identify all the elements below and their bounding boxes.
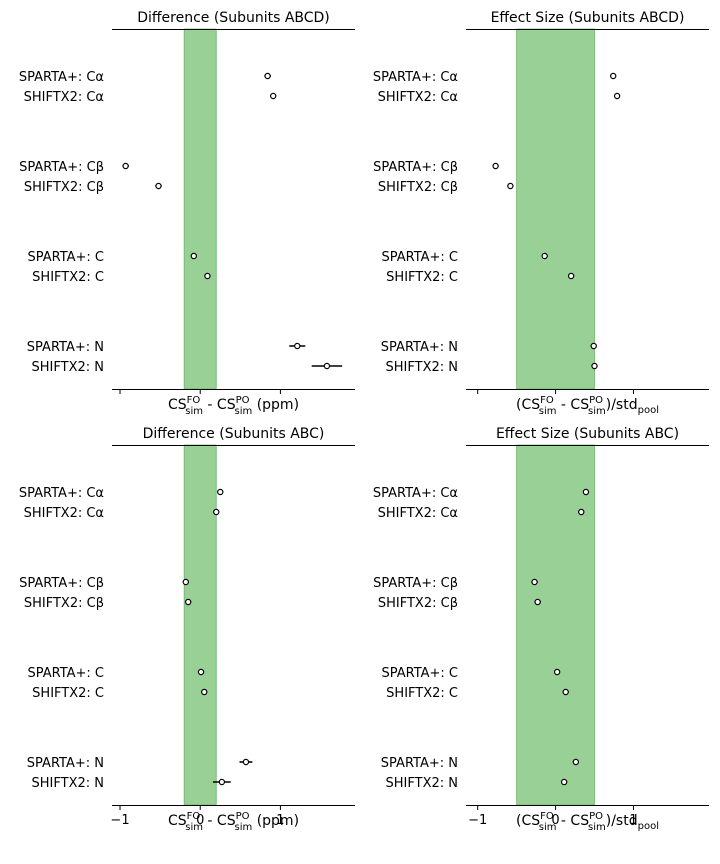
category-label: SHIFTX2: N (32, 360, 104, 375)
category-label: SHIFTX2: Cα (24, 90, 104, 105)
category-label: SHIFTX2: Cα (378, 90, 458, 105)
data-point (201, 688, 208, 696)
x-tick-label: 1 (629, 813, 637, 828)
category-label: SPARTA+: Cβ (373, 576, 458, 591)
data-point (531, 578, 538, 586)
category-label: SPARTA+: Cβ (19, 576, 104, 591)
category-label: SHIFTX2: Cα (378, 506, 458, 521)
data-point (204, 272, 211, 280)
category-label: SHIFTX2: Cα (24, 506, 104, 521)
data-point (294, 342, 301, 350)
data-point (582, 488, 590, 496)
data-point (610, 72, 617, 80)
data-point (218, 778, 226, 786)
data-point (182, 578, 189, 586)
data-point (578, 508, 585, 516)
category-label: SPARTA+: C (381, 666, 458, 681)
data-point (613, 92, 621, 100)
data-point (184, 598, 192, 606)
category-label: SPARTA+: N (27, 340, 104, 355)
data-point (155, 182, 162, 190)
data-point (122, 162, 129, 170)
x-tick-label: 0 (196, 813, 204, 828)
category-label: SHIFTX2: N (386, 776, 458, 791)
chart-title: Effect Size (Subunits ABC) (496, 426, 679, 442)
category-label: SHIFTX2: N (386, 360, 458, 375)
x-axis-label: CSFO sim - CSPO sim (ppm) (168, 811, 299, 833)
category-label: SHIFTX2: Cβ (378, 596, 458, 611)
category-label: SHIFTX2: C (32, 686, 104, 701)
data-point (562, 688, 569, 696)
category-label: SPARTA+: C (381, 250, 458, 265)
x-axis-label: CSFO sim - CSPO sim (ppm) (168, 395, 299, 417)
data-point (197, 668, 205, 676)
data-point (264, 72, 271, 80)
threshold-band (516, 28, 595, 390)
data-point (591, 362, 598, 370)
category-label: SHIFTX2: C (386, 270, 458, 285)
data-point (590, 342, 597, 350)
category-label: SPARTA+: Cα (373, 486, 458, 501)
data-point (323, 362, 331, 370)
x-tick-label: −1 (468, 813, 487, 828)
data-point (190, 252, 198, 260)
data-point (269, 92, 277, 100)
data-point (242, 758, 250, 766)
category-label: SPARTA+: Cβ (19, 160, 104, 175)
data-point (213, 508, 220, 516)
chart-panel-1: Difference (Subunits ABCD) CSFO sim - CSPO… (19, 10, 355, 417)
category-label: SHIFTX2: C (386, 686, 458, 701)
data-point (534, 598, 541, 606)
category-label: SPARTA+: Cβ (373, 160, 458, 175)
data-point (507, 182, 514, 190)
category-label: SHIFTX2: Cβ (24, 596, 104, 611)
category-label: SHIFTX2: Cβ (378, 180, 458, 195)
data-point (560, 778, 568, 786)
x-axis-label: (CSFO sim - CSPO sim)/stdpool (516, 811, 659, 833)
threshold-band (183, 28, 217, 390)
category-label: SPARTA+: C (27, 250, 104, 265)
x-tick-label: 1 (276, 813, 284, 828)
category-label: SPARTA+: N (381, 340, 458, 355)
x-tick-label: −1 (110, 813, 129, 828)
x-tick-label: 0 (551, 813, 559, 828)
category-label: SPARTA+: N (27, 756, 104, 771)
category-label: SHIFTX2: C (32, 270, 104, 285)
category-label: SPARTA+: N (381, 756, 458, 771)
threshold-band (516, 444, 595, 806)
chart-title: Difference (Subunits ABC) (143, 426, 325, 442)
chart-title: Effect Size (Subunits ABCD) (491, 10, 685, 26)
category-label: SPARTA+: Cα (19, 70, 104, 85)
data-point (567, 272, 575, 280)
category-label: SPARTA+: Cα (373, 70, 458, 85)
chart-panel-4: Effect Size (Subunits ABC) −1 0 1(CSFO sim -… (373, 426, 709, 833)
category-label: SHIFTX2: Cβ (24, 180, 104, 195)
threshold-band (183, 444, 217, 806)
x-axis-label: (CSFO sim - CSPO sim)/stdpool (516, 395, 659, 417)
chart-title: Difference (Subunits ABCD) (137, 10, 330, 26)
data-point (572, 758, 580, 766)
chart-panel-2: Effect Size (Subunits ABCD) (CSFO sim - CS… (373, 10, 709, 417)
data-point (541, 252, 548, 260)
data-point (217, 488, 224, 496)
category-label: SPARTA+: C (27, 666, 104, 681)
data-point (492, 162, 499, 170)
data-point (553, 668, 561, 676)
category-label: SHIFTX2: N (32, 776, 104, 791)
category-label: SPARTA+: Cα (19, 486, 104, 501)
